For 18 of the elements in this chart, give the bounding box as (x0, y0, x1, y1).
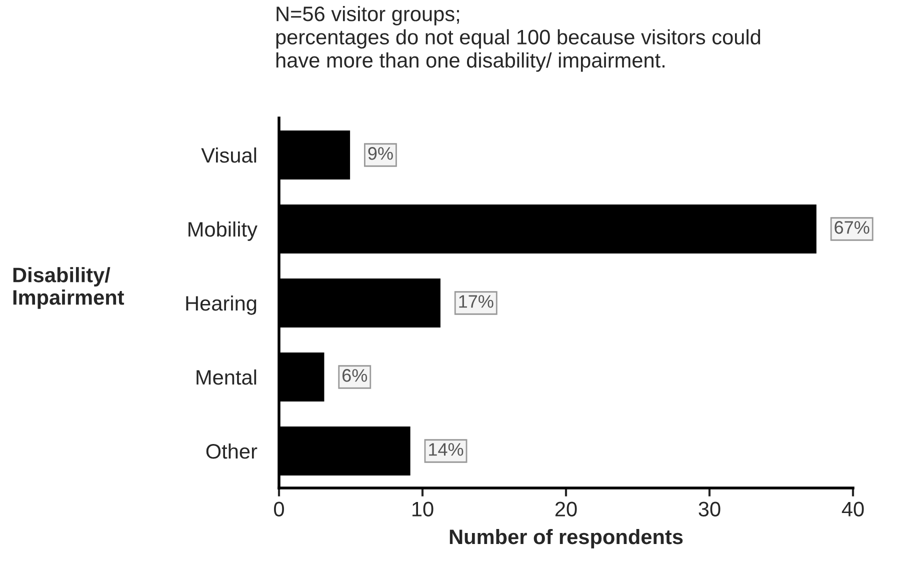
annotation: 67% (834, 221, 870, 234)
y-tick-label: Mobility (188, 221, 258, 241)
annotation: 9% (368, 147, 393, 160)
y-tick-label: Hearing (186, 295, 256, 315)
annotation: 17% (459, 295, 494, 308)
y-tick-label: Visual (201, 147, 256, 163)
x-tick-label: 0 (274, 502, 284, 516)
x-tick-label: 10 (412, 502, 434, 516)
chart-title: N=56 visitor groups; percentages do not equal 100 because visitors could have more than one disability/ impairment. (276, 6, 760, 72)
annotation: 6% (342, 369, 368, 382)
y-axis-title: Disability/ Impairment (13, 267, 124, 309)
x-tick-label: 20 (555, 502, 577, 516)
x-tick-label: 40 (842, 502, 864, 516)
annotation: 14% (429, 443, 464, 456)
x-axis-title: Number of respondents (450, 528, 683, 548)
y-tick-label: Mental (196, 369, 256, 385)
x-tick-label: 30 (698, 502, 720, 516)
y-tick-label: Other (206, 443, 258, 459)
